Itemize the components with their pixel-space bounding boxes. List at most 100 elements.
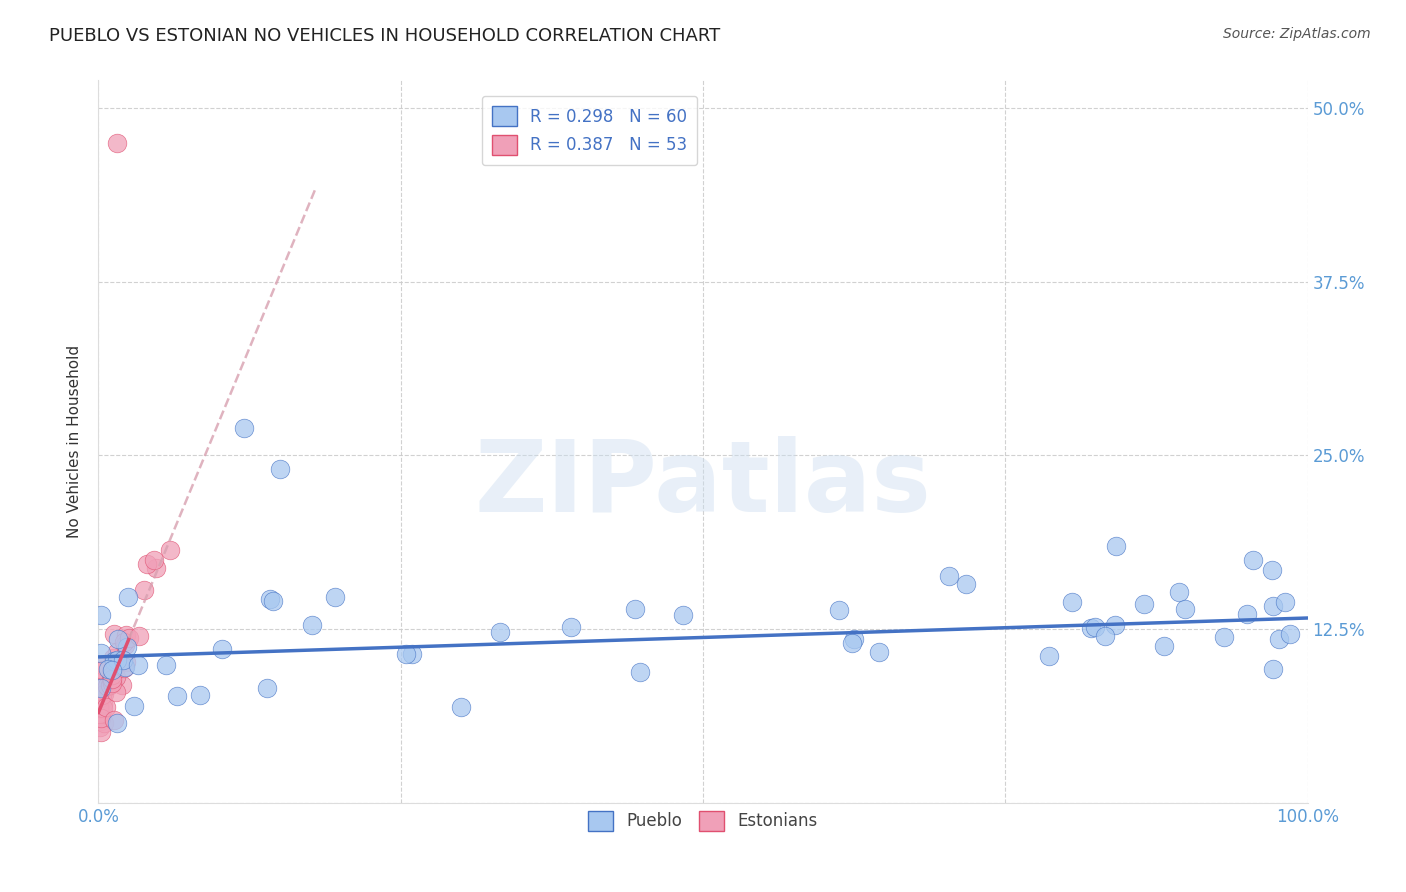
Point: [89, 714, 111, 728]
Point: [87, 701, 110, 715]
Point: [103, 654, 125, 668]
Point: [93, 687, 115, 701]
Point: [1105, 539, 1128, 553]
Text: ZIPatlas: ZIPatlas: [475, 436, 931, 533]
Point: [87, 699, 110, 714]
Point: [93, 659, 115, 673]
Point: [560, 620, 582, 634]
Point: [117, 590, 139, 604]
Point: [1241, 553, 1264, 567]
Point: [1084, 620, 1107, 634]
Text: PUEBLO VS ESTONIAN NO VEHICLES IN HOUSEHOLD CORRELATION CHART: PUEBLO VS ESTONIAN NO VEHICLES IN HOUSEH…: [49, 27, 720, 45]
Point: [166, 689, 188, 703]
Point: [90, 724, 112, 739]
Point: [89, 698, 111, 712]
Point: [1038, 649, 1060, 664]
Point: [1236, 607, 1258, 622]
Point: [91, 697, 114, 711]
Point: [89, 681, 111, 695]
Point: [1168, 585, 1191, 599]
Point: [868, 645, 890, 659]
Point: [1104, 617, 1126, 632]
Point: [98, 678, 121, 692]
Point: [114, 660, 136, 674]
Point: [101, 663, 124, 677]
Point: [115, 640, 138, 655]
Point: [105, 645, 128, 659]
Point: [262, 594, 284, 608]
Point: [145, 561, 167, 575]
Point: [1080, 621, 1102, 635]
Point: [91, 664, 114, 678]
Point: [259, 592, 281, 607]
Point: [1213, 630, 1236, 644]
Point: [90, 608, 112, 623]
Point: [188, 688, 211, 702]
Point: [103, 713, 125, 727]
Point: [96, 699, 118, 714]
Point: [938, 569, 960, 583]
Point: [89, 719, 111, 733]
Point: [1132, 597, 1154, 611]
Point: [105, 715, 128, 730]
Point: [269, 462, 291, 476]
Point: [1094, 629, 1116, 643]
Point: [105, 652, 128, 666]
Point: [110, 678, 132, 692]
Point: [89, 691, 111, 706]
Point: [135, 557, 157, 571]
Point: [114, 638, 136, 652]
Point: [112, 635, 135, 649]
Point: [89, 705, 111, 719]
Point: [101, 675, 124, 690]
Point: [841, 636, 863, 650]
Point: [87, 684, 110, 698]
Point: [232, 420, 254, 434]
Point: [91, 701, 114, 715]
Point: [89, 673, 111, 687]
Point: [128, 629, 150, 643]
Point: [115, 628, 138, 642]
Point: [115, 655, 138, 669]
Point: [1153, 639, 1175, 653]
Point: [955, 577, 977, 591]
Point: [105, 685, 128, 699]
Point: [1261, 599, 1284, 613]
Point: [325, 590, 347, 604]
Point: [105, 136, 128, 150]
Point: [104, 669, 127, 683]
Point: [1267, 632, 1289, 646]
Point: [93, 683, 115, 698]
Point: [211, 642, 233, 657]
Point: [93, 715, 115, 730]
Point: [1279, 627, 1302, 641]
Point: [101, 672, 124, 686]
Point: [395, 647, 418, 661]
Point: [256, 681, 278, 695]
Point: [100, 668, 122, 682]
Point: [1261, 662, 1284, 676]
Y-axis label: No Vehicles in Household: No Vehicles in Household: [67, 345, 83, 538]
Point: [97, 662, 120, 676]
Point: [488, 625, 510, 640]
Point: [89, 706, 111, 720]
Point: [450, 700, 472, 714]
Point: [101, 663, 124, 677]
Legend: Pueblo, Estonians: Pueblo, Estonians: [582, 805, 824, 838]
Point: [90, 711, 112, 725]
Point: [159, 542, 181, 557]
Point: [100, 672, 122, 686]
Point: [828, 603, 851, 617]
Point: [1261, 563, 1284, 577]
Point: [142, 553, 165, 567]
Point: [672, 608, 695, 623]
Point: [301, 617, 323, 632]
Point: [90, 646, 112, 660]
Text: Source: ZipAtlas.com: Source: ZipAtlas.com: [1223, 27, 1371, 41]
Point: [134, 582, 156, 597]
Point: [90, 674, 112, 689]
Point: [101, 650, 124, 665]
Point: [107, 632, 129, 646]
Point: [401, 647, 423, 661]
Point: [623, 601, 645, 615]
